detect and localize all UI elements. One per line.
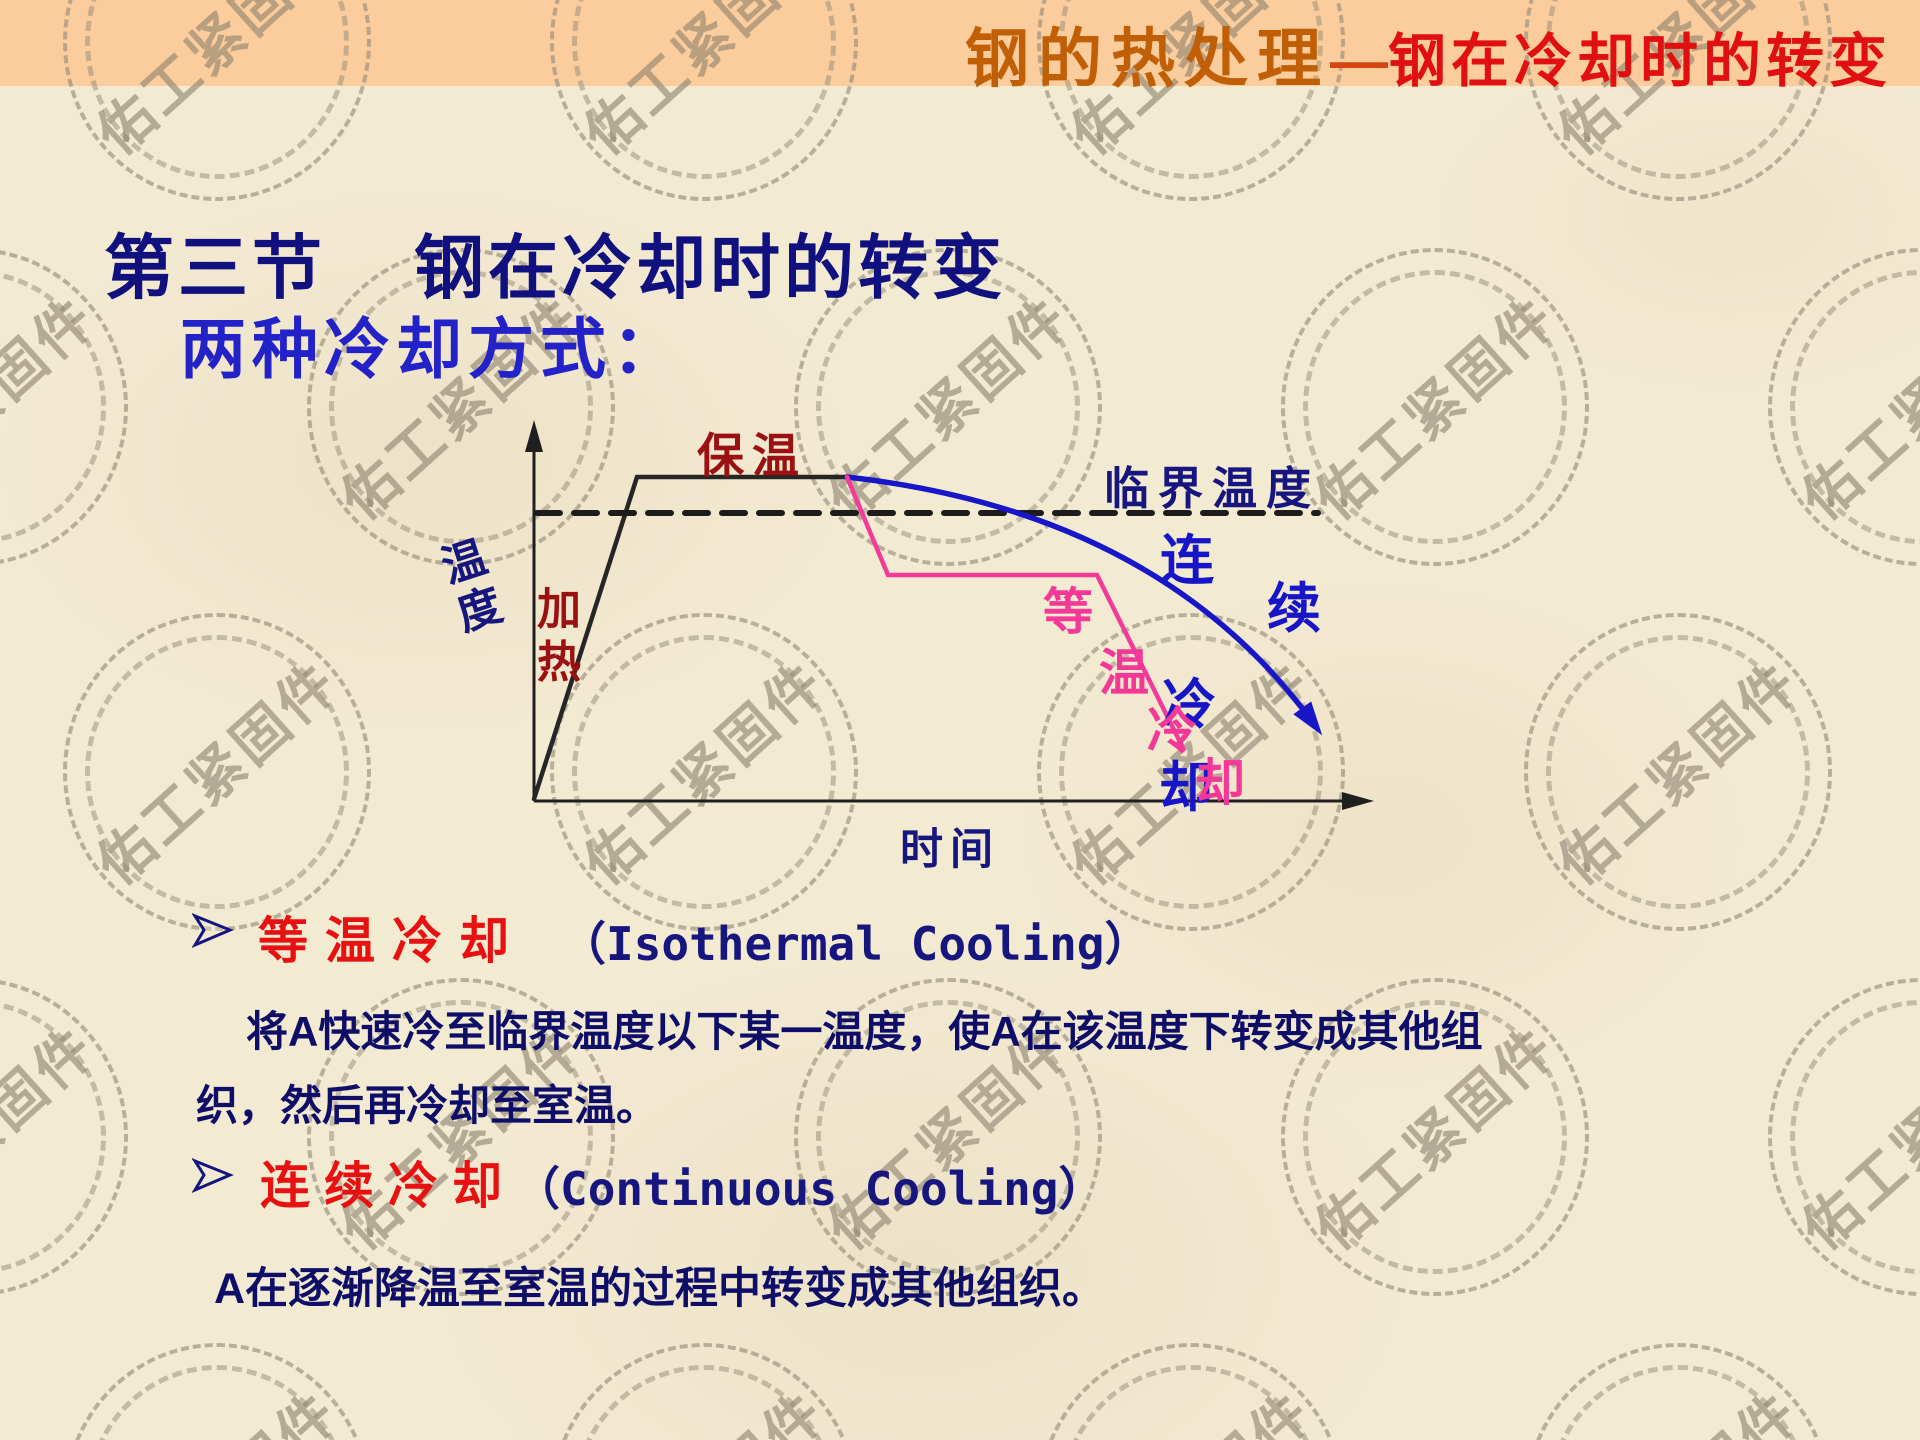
critical-temperature-label: 临界温度 <box>1104 463 1321 514</box>
watermark-text: 佑工紧固件 <box>1790 1014 1920 1262</box>
watermark-ring <box>572 1365 836 1440</box>
watermark-ring <box>1790 270 1920 544</box>
watermark-text: 佑工紧固件 <box>85 649 351 897</box>
bullet-2-desc-line-1: A在逐渐降温至室温的过程中转变成其他组织。 <box>214 1265 1106 1313</box>
banner-title-sub: 钢在冷却时的转变 <box>1387 29 1892 94</box>
watermark-ring <box>63 613 371 931</box>
page-title: 第三节 钢在冷却时的转变 <box>104 212 1006 313</box>
bullet-1-desc-line-2: 织，然后再冷却至室温。 <box>196 1082 659 1129</box>
watermark-text: 佑工紧固件 <box>563 1370 840 1440</box>
watermark-ring <box>1059 1365 1323 1440</box>
watermark-ring <box>1037 1343 1345 1440</box>
watermark: 佑工紧固件 <box>1516 1335 1836 1440</box>
watermark-ring <box>1768 978 1920 1296</box>
watermark: 佑工紧固件 <box>1760 240 1920 570</box>
watermark-text: 佑工紧固件 <box>1790 284 1920 532</box>
bullet-2-term-en: （Continuous Cooling） <box>514 1162 1105 1216</box>
watermark: 佑工紧固件 <box>0 970 132 1300</box>
watermark: 佑工紧固件 <box>542 605 862 935</box>
section-title: 钢在冷却时的转变 <box>414 229 1006 307</box>
bullet-1-desc-line-1: 将A快速冷至临界温度以下某一温度，使A在该温度下转变成其他组 <box>246 1008 1483 1055</box>
watermark-ring <box>0 270 106 544</box>
watermark-ring <box>1790 1000 1920 1274</box>
watermark-text: 佑工紧固件 <box>1537 1370 1814 1440</box>
watermark-ring <box>1524 613 1832 931</box>
watermark: 佑工紧固件 <box>1760 970 1920 1300</box>
watermark-text: 佑工紧固件 <box>572 649 838 897</box>
isothermal-cooling-char-3: 冷 <box>1147 703 1197 759</box>
watermark-ring <box>1768 248 1920 566</box>
watermark-ring <box>550 613 858 931</box>
banner <box>0 0 1920 86</box>
watermark-ring <box>85 635 349 909</box>
isothermal-cooling-char-4: 却 <box>1195 755 1245 811</box>
watermark-text: 佑工紧固件 <box>1546 649 1812 897</box>
holding-label: 保温 <box>697 429 807 482</box>
x-axis-label: 时间 <box>900 826 1000 874</box>
isothermal-cooling-char-1: 等 <box>1043 584 1093 640</box>
watermark-text: 佑工紧固件 <box>76 1370 353 1440</box>
watermark-ring <box>572 635 836 909</box>
isothermal-cooling-char-2: 温 <box>1099 645 1149 701</box>
continuous-cooling-char-4: 却 <box>1159 758 1213 818</box>
bullet-arrow-icon <box>191 1157 234 1199</box>
watermark-text: 佑工紧固件 <box>0 284 108 532</box>
subheading: 两种冷却方式： <box>180 312 684 386</box>
y-axis-label: 温度 <box>435 532 509 641</box>
watermark: 佑工紧固件 <box>55 1335 375 1440</box>
watermark-ring <box>550 1343 858 1440</box>
watermark-ring <box>1303 270 1567 544</box>
watermark-ring <box>1524 1343 1832 1440</box>
section-number: 第三节 <box>104 229 326 307</box>
watermark: 佑工紧固件 <box>55 605 375 935</box>
watermark: 佑工紧固件 <box>1273 240 1593 570</box>
watermark-text: 佑工紧固件 <box>0 1014 108 1262</box>
banner-title-main: 钢的热处理 <box>964 23 1330 95</box>
watermark-ring <box>85 1365 349 1440</box>
heating-label: 加热 <box>537 585 581 687</box>
continuous-cooling-char-2: 续 <box>1267 579 1321 639</box>
watermark-ring <box>1546 635 1810 909</box>
bullet-arrow-icon <box>191 912 234 954</box>
watermark: 佑工紧固件 <box>542 1335 862 1440</box>
watermark: 佑工紧固件 <box>1516 605 1836 935</box>
watermark-text: 佑工紧固件 <box>1303 284 1569 532</box>
watermark-ring <box>63 1343 371 1440</box>
watermark-ring <box>0 978 128 1296</box>
continuous-cooling-char-1: 连 <box>1160 531 1214 591</box>
watermark-text: 佑工紧固件 <box>816 284 1082 532</box>
banner-title: 钢的热处理—钢在冷却时的转变 <box>965 8 1892 100</box>
watermark-ring <box>1546 1365 1810 1440</box>
banner-title-dash: — <box>1329 29 1388 94</box>
bullet-2-term: 连续冷却 <box>260 1158 516 1214</box>
watermark: 佑工紧固件 <box>1029 1335 1349 1440</box>
watermark-ring <box>0 1000 106 1274</box>
watermark-ring <box>1281 248 1589 566</box>
bullet-1-term: 等温冷却 <box>258 913 526 969</box>
bullet-1-term-en: （Isothermal Cooling） <box>560 917 1151 971</box>
watermark-text: 佑工紧固件 <box>1050 1370 1327 1440</box>
